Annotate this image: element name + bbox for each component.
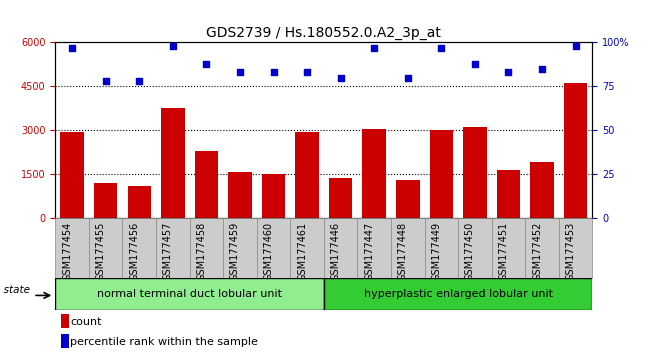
Bar: [564, 84, 587, 218]
Bar: [128, 185, 151, 218]
Bar: [156, 218, 189, 278]
Bar: [531, 162, 554, 218]
Bar: [262, 175, 285, 218]
Bar: [55, 218, 89, 278]
Text: GSM177449: GSM177449: [432, 222, 441, 281]
Text: GSM177455: GSM177455: [96, 222, 105, 281]
Text: GSM177454: GSM177454: [62, 222, 72, 281]
Point: [570, 43, 581, 49]
Text: GSM177452: GSM177452: [532, 222, 542, 281]
Bar: [256, 218, 290, 278]
Point: [537, 66, 547, 72]
Point: [369, 45, 380, 51]
Bar: [161, 108, 185, 218]
Text: GSM177450: GSM177450: [465, 222, 475, 281]
Point: [67, 45, 77, 51]
Point: [100, 78, 111, 84]
Bar: [61, 335, 69, 348]
Point: [268, 69, 279, 75]
Bar: [324, 218, 357, 278]
Bar: [396, 180, 419, 218]
Point: [302, 69, 312, 75]
Bar: [290, 218, 324, 278]
Point: [235, 69, 245, 75]
Bar: [391, 218, 424, 278]
Bar: [424, 218, 458, 278]
Bar: [122, 218, 156, 278]
Text: GSM177460: GSM177460: [264, 222, 273, 281]
Point: [402, 75, 413, 80]
Bar: [324, 278, 592, 310]
Bar: [525, 218, 559, 278]
Text: GSM177447: GSM177447: [364, 222, 374, 281]
Bar: [357, 218, 391, 278]
Bar: [296, 132, 319, 218]
Text: GSM177457: GSM177457: [163, 222, 173, 281]
Bar: [458, 218, 492, 278]
Point: [201, 61, 212, 66]
Point: [503, 69, 514, 75]
Text: GSM177456: GSM177456: [130, 222, 139, 281]
Bar: [559, 218, 592, 278]
Point: [436, 45, 447, 51]
Point: [470, 61, 480, 66]
Bar: [492, 218, 525, 278]
Text: GSM177458: GSM177458: [197, 222, 206, 281]
Text: normal terminal duct lobular unit: normal terminal duct lobular unit: [97, 289, 282, 299]
Text: GSM177451: GSM177451: [499, 222, 508, 281]
Bar: [229, 172, 252, 218]
Point: [167, 43, 178, 49]
Bar: [329, 178, 352, 218]
Bar: [430, 130, 453, 218]
Text: disease state: disease state: [0, 285, 31, 295]
Bar: [89, 218, 122, 278]
Text: GSM177459: GSM177459: [230, 222, 240, 281]
Bar: [223, 218, 256, 278]
Text: GSM177448: GSM177448: [398, 222, 408, 281]
Bar: [94, 183, 117, 218]
Point: [335, 75, 346, 80]
Text: percentile rank within the sample: percentile rank within the sample: [70, 337, 258, 347]
Bar: [463, 127, 487, 218]
Bar: [61, 314, 69, 327]
Text: GSM177446: GSM177446: [331, 222, 340, 281]
Bar: [363, 129, 386, 218]
Text: count: count: [70, 316, 102, 327]
Text: hyperplastic enlarged lobular unit: hyperplastic enlarged lobular unit: [364, 289, 553, 299]
Bar: [61, 132, 84, 218]
Point: [134, 78, 145, 84]
Text: GSM177453: GSM177453: [566, 222, 575, 281]
Bar: [497, 170, 520, 218]
Bar: [189, 218, 223, 278]
Bar: [195, 150, 218, 218]
Text: GSM177461: GSM177461: [297, 222, 307, 281]
Bar: [55, 278, 324, 310]
Title: GDS2739 / Hs.180552.0.A2_3p_at: GDS2739 / Hs.180552.0.A2_3p_at: [206, 26, 441, 40]
